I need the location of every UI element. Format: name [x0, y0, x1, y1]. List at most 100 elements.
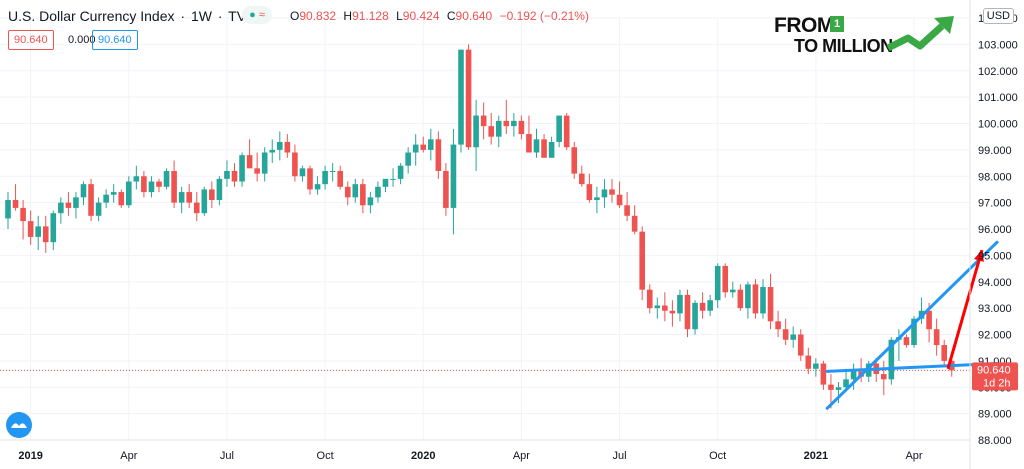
candle-body — [533, 139, 540, 153]
x-tick-label: Oct — [709, 450, 726, 462]
candle-body — [126, 181, 132, 206]
candle-body — [193, 202, 200, 214]
candle-body — [843, 379, 849, 388]
candle-body — [556, 115, 562, 142]
candle-body — [586, 184, 593, 200]
x-axis[interactable]: 2019 Apr Jul Oct 2020 Apr Jul Oct 2021 Apr — [0, 439, 970, 462]
symbol-title: U.S. Dollar Currency Index — [8, 8, 175, 24]
trendline — [825, 240, 999, 410]
candle-body — [246, 155, 253, 169]
candle-body — [639, 231, 645, 290]
candle-body — [631, 215, 638, 232]
candle-body — [926, 310, 932, 330]
candle-body — [473, 115, 479, 148]
candle-body — [820, 363, 827, 385]
logo-badge: 1 — [830, 16, 844, 32]
candle-body — [654, 305, 661, 309]
price-box-buy[interactable]: 90.640 — [92, 30, 138, 50]
candle-body — [382, 178, 389, 187]
high-value: 91.128 — [352, 9, 389, 23]
y-tick-label: 99.000 — [978, 145, 1012, 157]
close-value: 90.640 — [455, 9, 493, 23]
interval-label: 1W — [190, 8, 212, 24]
y-tick-label: 98.000 — [978, 171, 1012, 183]
candle-body — [367, 197, 374, 206]
candle-body — [35, 226, 41, 237]
x-tick-label: Oct — [317, 450, 334, 462]
candle-body — [73, 197, 79, 208]
candle-body — [669, 310, 676, 314]
candle-body — [646, 289, 653, 309]
currency-button[interactable]: USD — [982, 8, 1014, 24]
candle-body — [428, 139, 434, 150]
candle-body — [80, 184, 87, 198]
candle-body — [503, 120, 510, 127]
candle-body — [752, 284, 759, 314]
candle-body — [903, 337, 910, 346]
candle-body — [541, 139, 547, 158]
y-tick-label: 89.000 — [978, 409, 1012, 421]
candle-body — [601, 189, 608, 198]
candle-body — [881, 374, 887, 380]
price-box-sell[interactable]: 90.640 — [8, 30, 54, 50]
symbol-legend[interactable]: U.S. Dollar Currency Index · 1W · TVC — [8, 8, 258, 24]
y-axis[interactable]: 88.00089.00090.00091.00092.00093.00094.0… — [969, 0, 1018, 469]
y-tick-label: 103.000 — [978, 39, 1018, 51]
y-tick-label: 101.000 — [978, 92, 1018, 104]
candle-body — [329, 170, 336, 172]
candle-body — [5, 199, 11, 219]
last-price-tag: 90.640 1d 2h — [972, 362, 1018, 391]
candle-body — [933, 329, 940, 346]
candle-body — [118, 192, 125, 206]
candle-body — [579, 173, 585, 185]
y-tick-label: 93.000 — [978, 303, 1012, 315]
candle-body — [178, 192, 185, 203]
candle-body — [171, 170, 177, 203]
candle-body — [737, 289, 744, 309]
ohlc-readout: O90.832 H91.128 L90.424 C90.640 −0.192 (… — [290, 9, 589, 23]
candle-body — [760, 287, 766, 314]
candle-body — [314, 184, 321, 190]
x-tick-label: Apr — [513, 450, 530, 462]
y-tick-label: 88.000 — [978, 435, 1012, 447]
candle-body — [828, 384, 834, 390]
y-tick-label: 96.000 — [978, 224, 1012, 236]
candle-body — [360, 184, 366, 206]
candle-body — [201, 189, 208, 214]
candle-body — [767, 287, 774, 322]
candle-body — [254, 168, 260, 174]
logo-line2: TO MILLION — [794, 36, 893, 56]
candle-body — [292, 152, 298, 177]
candle-body — [27, 221, 34, 237]
candle-body — [450, 144, 457, 208]
candle-body — [511, 120, 517, 127]
candle-body — [699, 302, 706, 311]
candle-body — [911, 318, 917, 346]
candle-body — [624, 205, 630, 216]
tradingview-logo-icon[interactable] — [6, 412, 32, 438]
candle-body — [775, 321, 781, 330]
candle-body — [224, 170, 230, 179]
logo-line1: FROM — [774, 14, 834, 37]
candle-body — [465, 49, 472, 148]
candle-body — [692, 302, 698, 330]
status-dots-icon[interactable]: ● ≈ — [242, 6, 272, 24]
annotations — [825, 240, 999, 410]
candle-body — [133, 176, 140, 182]
candle-body — [412, 144, 419, 153]
y-tick-label: 100.000 — [978, 119, 1018, 131]
y-tick-label: 92.000 — [978, 330, 1012, 342]
candle-body — [526, 134, 532, 153]
candle-body — [745, 284, 751, 309]
candle-body — [277, 141, 283, 150]
candle-body — [307, 168, 313, 190]
x-tick-label: Jul — [613, 450, 627, 462]
x-tick-label: Jul — [220, 450, 234, 462]
candle-body — [269, 149, 276, 153]
spread-value: 0.000 — [68, 34, 96, 46]
y-tick-label: 94.000 — [978, 277, 1012, 289]
candle-body — [488, 126, 494, 137]
last-price-value: 90.640 — [977, 364, 1011, 376]
candle-body — [337, 170, 343, 187]
